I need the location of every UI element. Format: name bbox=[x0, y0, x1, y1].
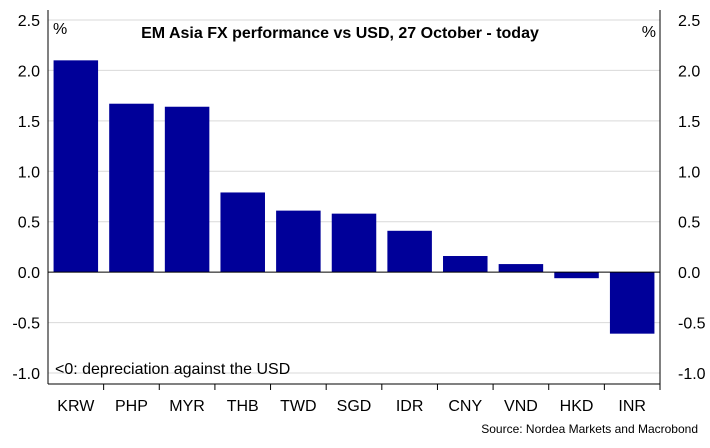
y-tick-label-left: 1.5 bbox=[18, 114, 40, 131]
x-tick-label: PHP bbox=[115, 398, 148, 415]
y-tick-label-left: 1.0 bbox=[18, 164, 40, 181]
y-unit-left: % bbox=[53, 21, 67, 38]
bar-krw bbox=[53, 60, 99, 273]
x-ticks: KRW PHP MYR THB TWD SGD IDR CNY VND HKD INR bbox=[57, 384, 661, 415]
y-ticks-right: 2.5 2.0 1.5 1.0 0.5 0.0 -0.5 -1.0 bbox=[678, 13, 706, 383]
bar-php bbox=[109, 103, 154, 273]
annotation-note: <0: depreciation against the USD bbox=[55, 361, 290, 378]
x-tick-label: HKD bbox=[560, 398, 594, 415]
y-tick-label-left: -0.5 bbox=[12, 316, 40, 333]
y-tick-label-right: 1.0 bbox=[678, 164, 700, 181]
y-tick-label-right: 0.0 bbox=[678, 265, 700, 282]
bar-inr bbox=[609, 272, 655, 334]
x-tick-label: MYR bbox=[169, 398, 205, 415]
x-tick-label: KRW bbox=[57, 398, 95, 415]
bar-twd bbox=[276, 210, 321, 273]
y-tick-label-left: 2.0 bbox=[18, 63, 40, 80]
bar-hkd bbox=[554, 272, 599, 279]
y-tick-label-right: 0.5 bbox=[678, 215, 700, 232]
bar-vnd bbox=[498, 264, 544, 273]
y-tick-label-right: 2.0 bbox=[678, 63, 700, 80]
y-tick-label-left: 0.5 bbox=[18, 215, 40, 232]
x-tick-label: IDR bbox=[396, 398, 424, 415]
y-unit-right: % bbox=[642, 24, 656, 41]
y-tick-label-right: -0.5 bbox=[678, 316, 706, 333]
bar-sgd bbox=[331, 213, 377, 273]
chart-title: EM Asia FX performance vs USD, 27 Octobe… bbox=[141, 25, 539, 42]
x-tick-label: THB bbox=[227, 398, 259, 415]
y-tick-label-left: 2.5 bbox=[18, 13, 40, 30]
bar-cny bbox=[443, 256, 488, 273]
x-tick-label: INR bbox=[618, 398, 646, 415]
source-note: Source: Nordea Markets and Macrobond bbox=[481, 422, 698, 436]
y-ticks-left: 2.5 2.0 1.5 1.0 0.5 0.0 -0.5 -1.0 bbox=[12, 13, 40, 383]
y-tick-label-left: -1.0 bbox=[12, 366, 40, 383]
y-tick-label-right: 2.5 bbox=[678, 13, 700, 30]
bar-myr bbox=[164, 106, 210, 273]
bar-idr bbox=[387, 230, 432, 273]
x-tick-label: VND bbox=[504, 398, 538, 415]
x-tick-label: TWD bbox=[280, 398, 316, 415]
y-tick-label-left: 0.0 bbox=[18, 265, 40, 282]
bars bbox=[53, 60, 655, 334]
bar-thb bbox=[220, 192, 265, 273]
x-tick-label: SGD bbox=[337, 398, 372, 415]
x-tick-label: CNY bbox=[448, 398, 482, 415]
y-tick-label-right: -1.0 bbox=[678, 366, 706, 383]
y-tick-label-right: 1.5 bbox=[678, 114, 700, 131]
